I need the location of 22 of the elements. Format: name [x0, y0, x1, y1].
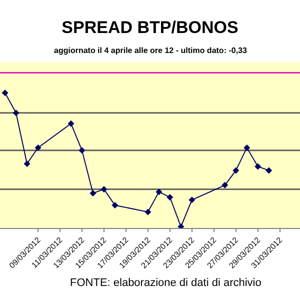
point [100, 186, 108, 192]
point [90, 190, 96, 196]
point [178, 223, 184, 228]
point [266, 167, 272, 174]
point [12, 110, 20, 116]
point [222, 182, 228, 188]
source-note: FONTE: elaborazione di dati di archivio [70, 277, 262, 289]
point [34, 144, 42, 151]
point [78, 147, 86, 154]
point [254, 163, 262, 170]
chart-subtitle: aggiornato il 4 aprile alle ore 12 - ultimo dato: -0,33 [54, 46, 248, 55]
point [2, 90, 8, 96]
point [144, 208, 152, 216]
point [112, 202, 118, 208]
point [244, 144, 250, 151]
point [156, 188, 162, 196]
point [24, 160, 30, 168]
chart-title: SPREAD BTP/BONOS [62, 18, 238, 37]
point [166, 194, 174, 200]
point [68, 120, 74, 127]
point [188, 196, 196, 204]
point [232, 167, 240, 174]
